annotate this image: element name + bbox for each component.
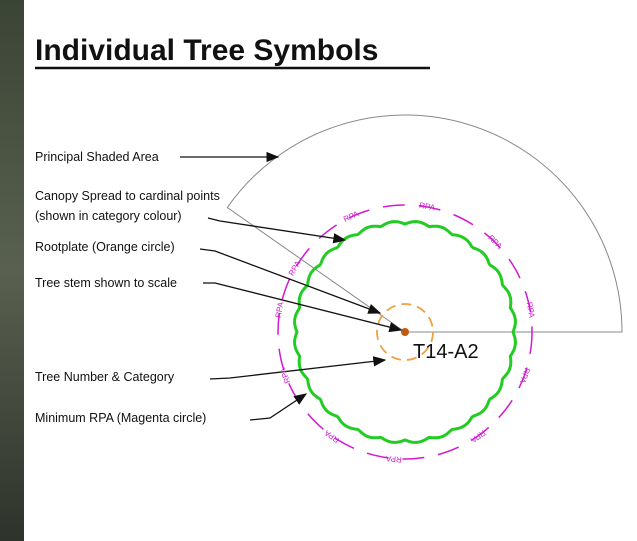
label: Tree Number & Category [35,370,175,384]
rpa-label: RPA [322,428,341,445]
rpa-label: RPA [419,201,437,213]
rpa-label: RPA [468,428,487,445]
tree-id: T14-A2 [413,341,479,363]
label: Minimum RPA (Magenta circle) [35,411,206,425]
label: (shown in category colour) [35,209,182,223]
rpa-label: RPA [385,454,402,464]
label: Tree stem shown to scale [35,276,177,290]
leader [250,394,306,420]
label: Rootplate (Orange circle) [35,240,175,254]
rpa-label: RPA [486,233,504,251]
tree-symbol-diagram: Individual Tree Symbols T14-A2 Principal… [0,0,637,541]
label: Principal Shaded Area [35,150,159,164]
label: Canopy Spread to cardinal points [35,189,220,203]
rpa-label: RPA [287,259,303,278]
rpa-label: RPA [278,366,292,385]
rpa-label: RPA [274,301,286,319]
tree-stem [401,328,409,336]
photo-strip [0,0,24,541]
rpa-label: RPA [518,367,532,386]
title: Individual Tree Symbols [35,34,378,67]
rpa-label: RPA [525,301,537,319]
leader [208,218,345,240]
leader [200,249,380,313]
leader [210,360,385,379]
rpa-label: RPA [342,209,361,224]
